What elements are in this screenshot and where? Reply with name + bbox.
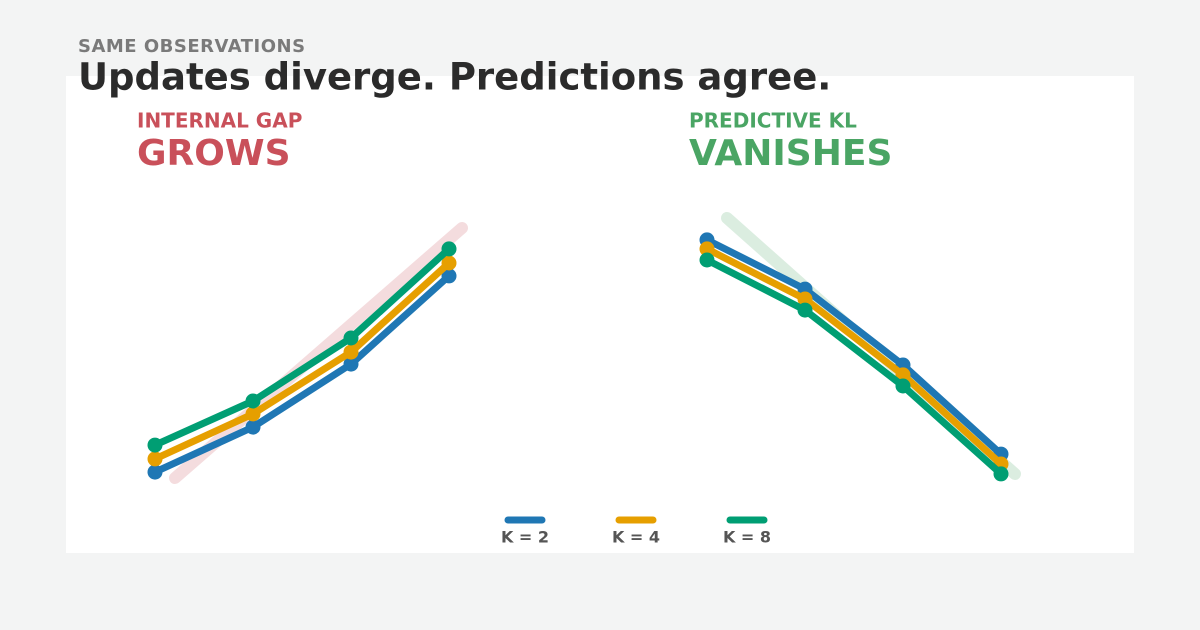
panel-label: PREDICTIVE KL [689, 109, 857, 133]
series-line [703, 236, 1005, 458]
series-line [151, 245, 453, 449]
point [343, 330, 359, 346]
legend-label: K = 2 [501, 528, 549, 547]
legend-label: K = 4 [612, 528, 660, 547]
point [699, 252, 715, 268]
point [245, 393, 261, 409]
point [441, 241, 457, 257]
point [343, 356, 359, 372]
series-line [703, 245, 1005, 468]
panel-label: INTERNAL GAP [137, 109, 302, 133]
point [245, 406, 261, 422]
point [441, 255, 457, 271]
point [895, 378, 911, 394]
series-line [151, 259, 453, 463]
panel [66, 76, 1134, 553]
kicker: SAME OBSERVATIONS [78, 36, 306, 57]
legend-label: K = 8 [723, 528, 771, 547]
point [343, 344, 359, 360]
panel-headline: VANISHES [689, 133, 892, 174]
point [441, 268, 457, 284]
point [797, 291, 813, 307]
point [147, 464, 163, 480]
point [147, 451, 163, 467]
title: Updates diverge. Predictions agree. [78, 56, 831, 99]
series-line [703, 256, 1005, 478]
point [147, 437, 163, 453]
panel-headline: GROWS [137, 133, 291, 174]
series-line [151, 272, 453, 476]
point [699, 241, 715, 257]
point [797, 302, 813, 318]
trend-band [169, 222, 468, 484]
point [895, 367, 911, 383]
point [245, 419, 261, 435]
point [993, 466, 1009, 482]
